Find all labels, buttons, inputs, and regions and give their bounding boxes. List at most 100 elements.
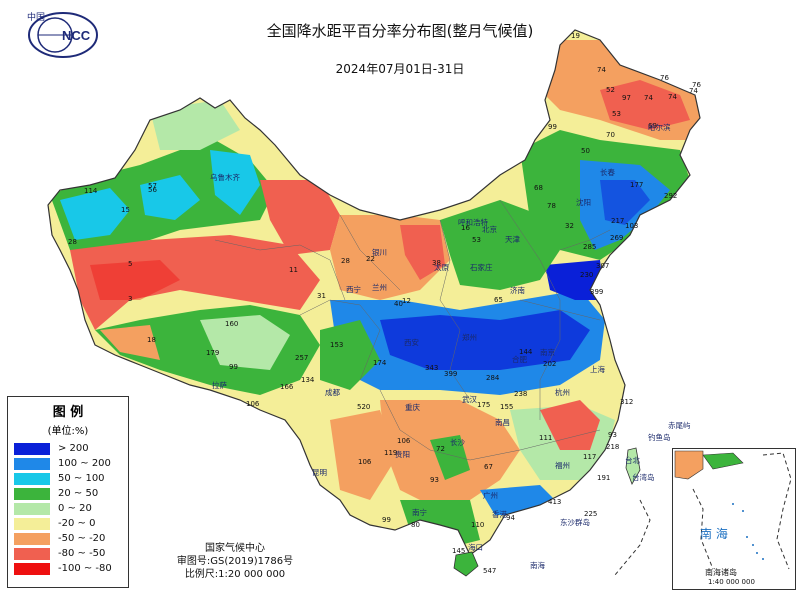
station-value: 399: [590, 288, 603, 296]
legend-item: -100 ~ -80: [14, 561, 128, 576]
station-value: 69: [648, 122, 657, 130]
place-label: 台北: [625, 455, 640, 465]
place-label: 海口: [468, 542, 483, 552]
station-value: 93: [430, 476, 439, 484]
station-value: 312: [620, 398, 633, 406]
map-title: 全国降水距平百分率分布图(整月气候值): [266, 22, 534, 40]
station-value: 160: [225, 320, 238, 328]
station-value: 40: [394, 300, 403, 308]
legend-item: -80 ~ -50: [14, 546, 128, 561]
station-value: 218: [606, 443, 619, 451]
place-label: 上海: [590, 364, 605, 374]
place-label: 兰州: [372, 282, 387, 292]
station-value: 547: [483, 567, 496, 575]
station-value: 114: [84, 187, 98, 195]
place-label: 贵阳: [395, 449, 410, 459]
station-value: 31: [317, 292, 326, 300]
legend-swatch: [14, 457, 50, 470]
place-label: 杭州: [555, 387, 570, 397]
inset-sea-label: 南 海: [700, 527, 728, 541]
station-value: 155: [500, 403, 513, 411]
station-value: 12: [402, 297, 411, 305]
station-value: 177: [630, 181, 643, 189]
station-value: 153: [330, 341, 343, 349]
place-label: 西安: [404, 337, 419, 347]
logo-text: NCC: [62, 28, 91, 43]
inset-scale: 1:40 000 000: [708, 578, 755, 586]
station-value: 119: [384, 449, 397, 457]
station-value: 65: [494, 296, 503, 304]
station-value: 307: [596, 262, 609, 270]
south-china-sea-inset: [672, 448, 796, 590]
station-value: 53: [472, 236, 481, 244]
station-value: 413: [548, 498, 561, 506]
station-value: 22: [366, 255, 375, 263]
inset-islands-label: 南海诸岛: [705, 568, 737, 577]
credits: 国家气候中心 审图号:GS(2019)1786号 比例尺:1:20 000 00…: [175, 542, 295, 581]
station-value: 28: [68, 238, 77, 246]
place-label: 福州: [555, 461, 570, 470]
station-value: 284: [486, 374, 500, 382]
station-value: 74: [689, 87, 698, 95]
place-label: 乌鲁木齐: [210, 172, 240, 182]
station-value: 18: [147, 336, 156, 344]
station-value: 399: [444, 370, 457, 378]
station-value: 93: [608, 431, 617, 439]
place-label: 香港: [492, 509, 507, 519]
station-value: 230: [580, 271, 593, 279]
place-label: 拉萨: [212, 380, 227, 390]
place-label: 合肥: [512, 354, 527, 364]
station-value: 174: [373, 359, 387, 367]
station-value: 76: [692, 81, 701, 89]
legend-item: -50 ~ -20: [14, 531, 128, 546]
credit-org: 国家气候中心: [205, 543, 265, 554]
station-value: 99: [382, 516, 391, 524]
station-value: 145: [452, 547, 465, 555]
sea-border: [614, 499, 651, 576]
place-label: 昆明: [312, 468, 327, 477]
hainan-island: [453, 551, 479, 577]
province-borders: [214, 199, 611, 461]
legend-label: 100 ~ 200: [58, 458, 111, 469]
station-value: 166: [280, 383, 294, 391]
place-label: 重庆: [405, 402, 420, 412]
station-value: 202: [543, 360, 556, 368]
place-label: 济南: [510, 285, 525, 295]
station-value: 76: [660, 74, 669, 82]
station-value: 106: [397, 437, 411, 445]
station-value: 285: [583, 243, 596, 251]
station-value: 74: [668, 93, 677, 101]
legend-swatch: [14, 487, 50, 500]
station-value: 106: [246, 400, 260, 408]
place-label: 武汉: [462, 394, 477, 404]
station-value: 99: [229, 363, 238, 371]
legend-label: -50 ~ -20: [58, 533, 106, 544]
legend-label: -20 ~ 0: [58, 518, 96, 529]
legend-item: 20 ~ 50: [14, 486, 128, 501]
station-value: 111: [539, 434, 552, 442]
legend-label: > 200: [58, 443, 89, 454]
place-label: 广州: [483, 490, 498, 500]
place-label: 天津: [505, 235, 520, 244]
station-value: 117: [583, 453, 596, 461]
place-label: 太原: [434, 262, 449, 272]
station-value: 68: [534, 184, 543, 192]
legend-label: 20 ~ 50: [58, 488, 99, 499]
legend-item: 0 ~ 20: [14, 501, 128, 516]
credit-scale: 比例尺:1:20 000 000: [184, 569, 286, 580]
station-value: 80: [411, 521, 420, 529]
legend-unit: (单位:%): [47, 426, 89, 437]
station-value: 103: [625, 222, 638, 230]
station-value: 50: [581, 147, 590, 155]
place-label: 赤尾屿: [668, 421, 691, 430]
station-value: 191: [597, 474, 610, 482]
place-label: 长沙: [450, 437, 465, 447]
station-value: 72: [436, 445, 445, 453]
station-value: 179: [206, 349, 219, 357]
place-label: 钓鱼岛: [648, 432, 671, 442]
china-border: [47, 29, 701, 556]
place-label: 南昌: [495, 417, 510, 427]
place-label: 西宁: [346, 284, 361, 294]
